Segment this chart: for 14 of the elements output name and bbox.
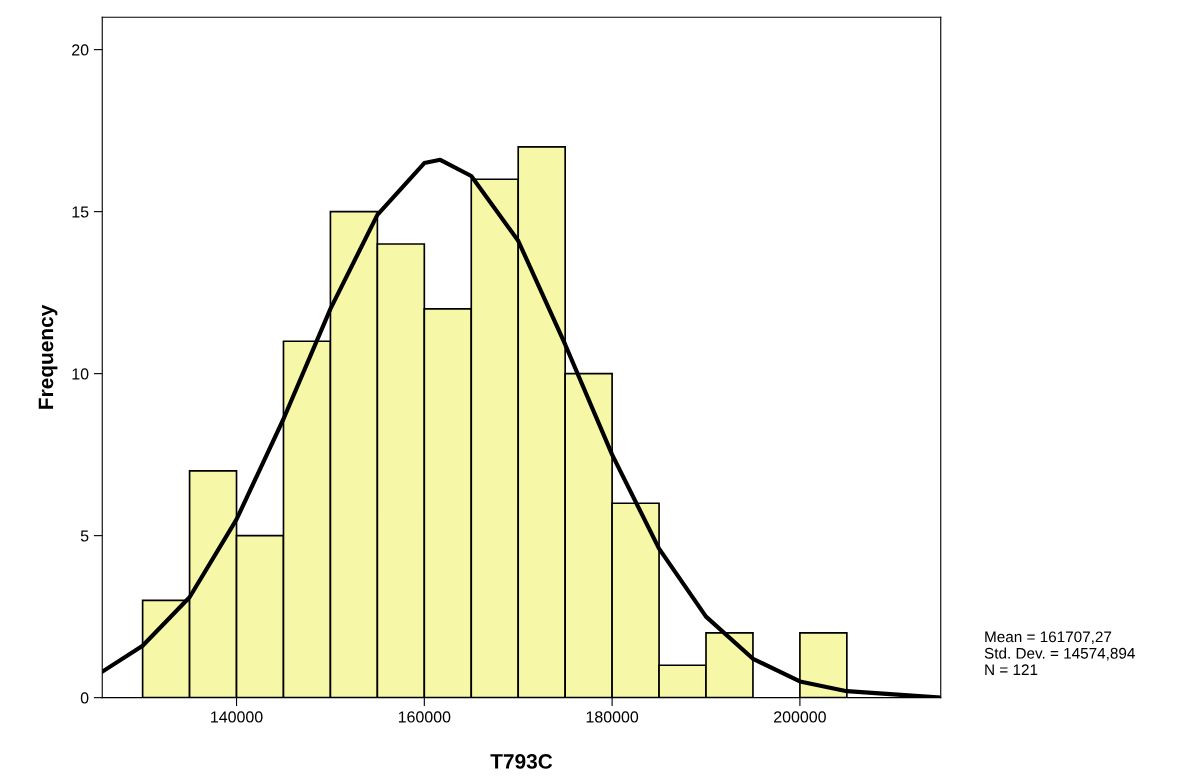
x-tick-label: 180000 — [586, 711, 639, 723]
y-axis-title: Frequency — [38, 304, 58, 409]
y-tick-label: 0 — [80, 692, 89, 704]
x-tick-label: 140000 — [211, 711, 263, 723]
x-tick-label: 160000 — [398, 711, 451, 723]
text: Mean = 161707,27 — [985, 631, 1112, 645]
x-axis-title: T793C — [490, 754, 553, 769]
y-tick-label: 5 — [80, 530, 89, 542]
y-tick-label: 20 — [72, 44, 89, 56]
text: Std. Dev. = 14574,894 — [984, 647, 1135, 661]
y-tick-label: 15 — [72, 206, 89, 218]
text: N = 121 — [985, 664, 1038, 675]
y-tick-label: 10 — [72, 368, 89, 380]
x-tick-label: 200000 — [774, 711, 826, 723]
